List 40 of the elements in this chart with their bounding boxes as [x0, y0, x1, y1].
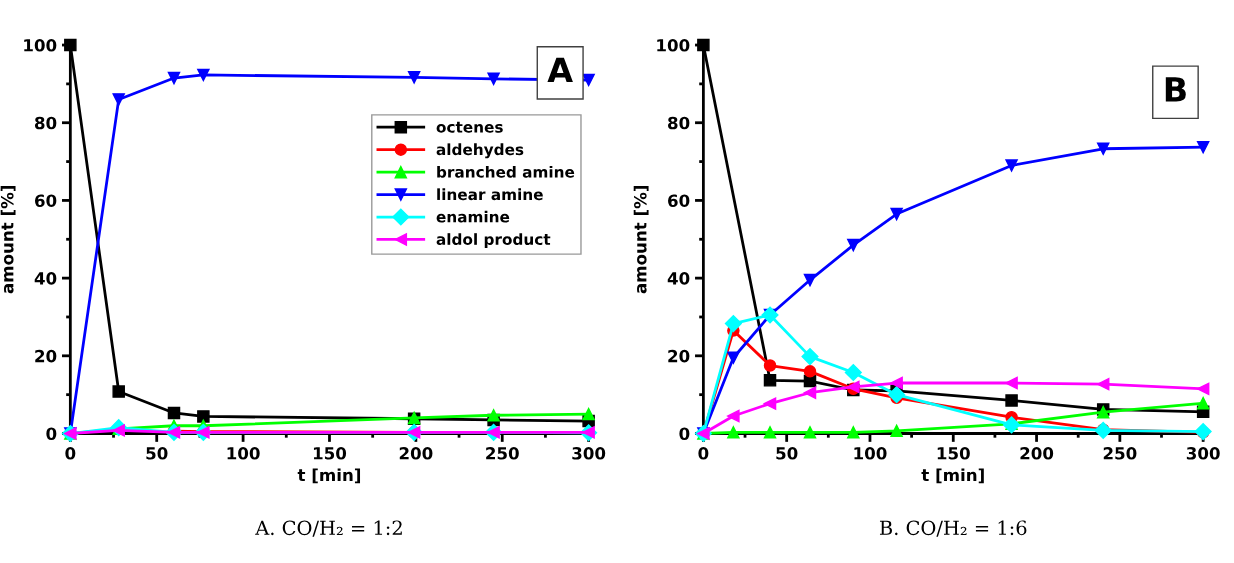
- y-tick-label: 0: [679, 427, 690, 441]
- legend-label: linear amine: [437, 188, 543, 201]
- text: B: [1165, 77, 1186, 102]
- x-tick-label: 0: [698, 447, 709, 460]
- y-tick-label: 100: [24, 39, 57, 52]
- x-tick-label: 100: [227, 447, 260, 460]
- x-tick-label: 300: [572, 447, 606, 460]
- x-tick-label: 200: [1020, 447, 1054, 460]
- x-tick-label: 50: [776, 447, 798, 460]
- chart-title: A: [547, 57, 573, 83]
- y-tick-label: 40: [34, 272, 57, 285]
- y-tick-label: 20: [668, 349, 690, 363]
- y-tick-label: 0: [46, 427, 57, 441]
- x-tick-label: 50: [146, 447, 168, 460]
- legend-label: enamine: [436, 210, 510, 223]
- legend-label: branched amine: [437, 165, 575, 178]
- y-tick-label: 60: [668, 194, 690, 207]
- y-tick-label: 80: [34, 116, 57, 130]
- y-tick-label: 60: [34, 194, 57, 207]
- x-tick-label: 0: [65, 447, 76, 460]
- x-tick-label: 150: [937, 447, 970, 460]
- legend-label: aldol product: [436, 233, 551, 248]
- y-tick-label: 80: [668, 116, 690, 130]
- x-tick-label: 250: [1103, 447, 1137, 460]
- x-axis-title: t [min]: [297, 468, 361, 484]
- y-axis-title: amount [%]: [633, 185, 649, 294]
- y-tick-label: 100: [657, 39, 690, 52]
- x-tick-label: 300: [1186, 447, 1220, 460]
- text: A. CO/H₂ = 1:2: [255, 520, 402, 537]
- legend-label: octenes: [436, 121, 503, 133]
- text: B. CO/H₂ = 1:6: [879, 520, 1027, 537]
- x-tick-label: 100: [854, 447, 887, 460]
- x-axis-title: t [min]: [921, 468, 984, 484]
- legend-label: aldehydes: [436, 143, 524, 159]
- x-tick-label: 150: [313, 447, 347, 460]
- y-tick-label: 40: [667, 272, 690, 285]
- y-axis-title: amount [%]: [0, 185, 16, 294]
- y-tick-label: 20: [35, 349, 57, 363]
- x-tick-label: 250: [486, 447, 519, 460]
- x-tick-label: 200: [399, 447, 433, 460]
